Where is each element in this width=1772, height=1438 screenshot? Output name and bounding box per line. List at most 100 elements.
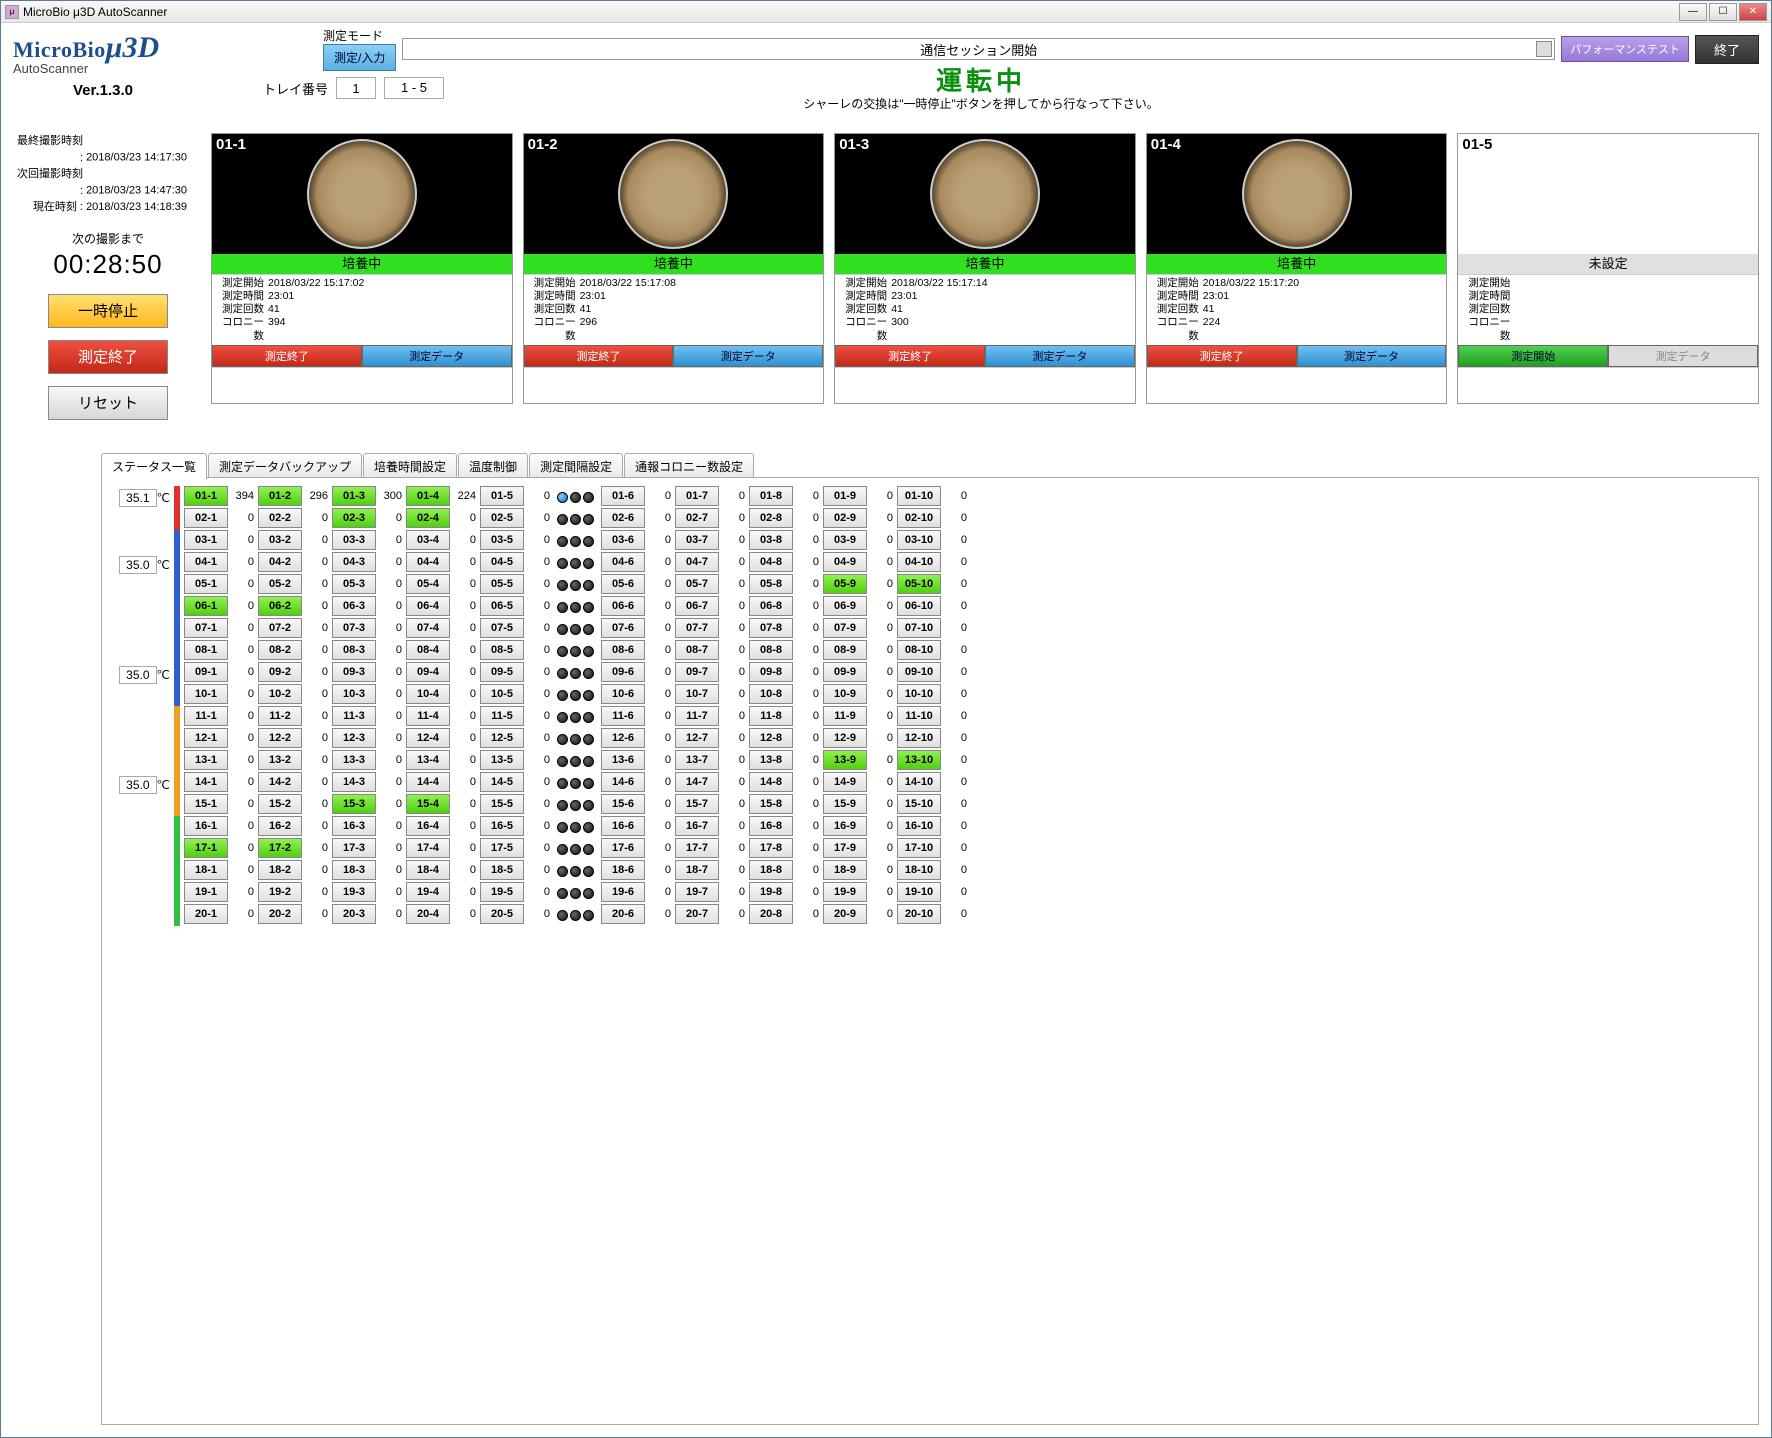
slot-label[interactable]: 07-10 (897, 618, 941, 638)
slot-label[interactable]: 08-1 (184, 640, 228, 660)
slot-label[interactable]: 09-9 (823, 662, 867, 682)
slot-label[interactable]: 05-7 (675, 574, 719, 594)
slot-label[interactable]: 10-1 (184, 684, 228, 704)
slot-label[interactable]: 04-1 (184, 552, 228, 572)
slot-label[interactable]: 10-8 (749, 684, 793, 704)
slot-label[interactable]: 09-5 (480, 662, 524, 682)
slot-label[interactable]: 04-8 (749, 552, 793, 572)
slot-label[interactable]: 20-10 (897, 904, 941, 924)
slot-label[interactable]: 07-5 (480, 618, 524, 638)
slot-label[interactable]: 08-7 (675, 640, 719, 660)
slot-label[interactable]: 02-2 (258, 508, 302, 528)
tab[interactable]: 測定データバックアップ (208, 453, 362, 479)
slot-label[interactable]: 20-1 (184, 904, 228, 924)
slot-label[interactable]: 17-5 (480, 838, 524, 858)
slot-label[interactable]: 05-9 (823, 574, 867, 594)
slot-label[interactable]: 13-10 (897, 750, 941, 770)
slot-label[interactable]: 15-8 (749, 794, 793, 814)
slot-label[interactable]: 01-7 (675, 486, 719, 506)
slot-label[interactable]: 13-1 (184, 750, 228, 770)
slot-label[interactable]: 15-3 (332, 794, 376, 814)
slot-label[interactable]: 08-5 (480, 640, 524, 660)
minimize-button[interactable]: — (1679, 3, 1707, 21)
measurement-end-button[interactable]: 測定終了 (48, 340, 168, 374)
slot-label[interactable]: 19-8 (749, 882, 793, 902)
slot-label[interactable]: 07-7 (675, 618, 719, 638)
slot-label[interactable]: 19-7 (675, 882, 719, 902)
slot-label[interactable]: 02-10 (897, 508, 941, 528)
slot-label[interactable]: 10-6 (601, 684, 645, 704)
slot-label[interactable]: 14-2 (258, 772, 302, 792)
slot-label[interactable]: 18-8 (749, 860, 793, 880)
slot-label[interactable]: 13-2 (258, 750, 302, 770)
slot-label[interactable]: 20-3 (332, 904, 376, 924)
slot-label[interactable]: 09-8 (749, 662, 793, 682)
slot-label[interactable]: 17-8 (749, 838, 793, 858)
slot-label[interactable]: 13-9 (823, 750, 867, 770)
slot-label[interactable]: 08-4 (406, 640, 450, 660)
slot-label[interactable]: 01-5 (480, 486, 524, 506)
slot-label[interactable]: 10-7 (675, 684, 719, 704)
slot-label[interactable]: 07-9 (823, 618, 867, 638)
slot-label[interactable]: 19-4 (406, 882, 450, 902)
slot-label[interactable]: 20-2 (258, 904, 302, 924)
slot-label[interactable]: 09-2 (258, 662, 302, 682)
slot-label[interactable]: 07-4 (406, 618, 450, 638)
slot-label[interactable]: 08-6 (601, 640, 645, 660)
slot-label[interactable]: 07-8 (749, 618, 793, 638)
slot-label[interactable]: 12-7 (675, 728, 719, 748)
slot-label[interactable]: 12-4 (406, 728, 450, 748)
slot-label[interactable]: 01-9 (823, 486, 867, 506)
tab[interactable]: ステータス一覧 (101, 453, 207, 479)
slot-label[interactable]: 20-5 (480, 904, 524, 924)
slot-label[interactable]: 06-4 (406, 596, 450, 616)
slot-label[interactable]: 20-4 (406, 904, 450, 924)
slot-label[interactable]: 16-10 (897, 816, 941, 836)
dish-data-button[interactable]: 測定データ (1297, 345, 1447, 367)
tab[interactable]: 通報コロニー数設定 (624, 453, 754, 479)
slot-label[interactable]: 15-4 (406, 794, 450, 814)
slot-label[interactable]: 07-6 (601, 618, 645, 638)
slot-label[interactable]: 06-3 (332, 596, 376, 616)
slot-label[interactable]: 05-4 (406, 574, 450, 594)
slot-label[interactable]: 10-4 (406, 684, 450, 704)
slot-label[interactable]: 17-6 (601, 838, 645, 858)
slot-label[interactable]: 15-2 (258, 794, 302, 814)
slot-label[interactable]: 14-8 (749, 772, 793, 792)
slot-label[interactable]: 06-5 (480, 596, 524, 616)
slot-label[interactable]: 05-1 (184, 574, 228, 594)
slot-label[interactable]: 02-7 (675, 508, 719, 528)
slot-label[interactable]: 18-2 (258, 860, 302, 880)
mode-button[interactable]: 測定/入力 (323, 44, 396, 71)
slot-label[interactable]: 16-8 (749, 816, 793, 836)
slot-label[interactable]: 20-9 (823, 904, 867, 924)
slot-label[interactable]: 18-9 (823, 860, 867, 880)
slot-label[interactable]: 08-9 (823, 640, 867, 660)
slot-label[interactable]: 12-8 (749, 728, 793, 748)
slot-label[interactable]: 09-1 (184, 662, 228, 682)
slot-label[interactable]: 14-1 (184, 772, 228, 792)
slot-label[interactable]: 05-6 (601, 574, 645, 594)
dish-data-button[interactable]: 測定データ (985, 345, 1135, 367)
slot-label[interactable]: 10-2 (258, 684, 302, 704)
slot-label[interactable]: 17-10 (897, 838, 941, 858)
slot-label[interactable]: 01-10 (897, 486, 941, 506)
slot-label[interactable]: 10-5 (480, 684, 524, 704)
dish-data-button[interactable]: 測定データ (673, 345, 823, 367)
slot-label[interactable]: 13-5 (480, 750, 524, 770)
slot-label[interactable]: 17-1 (184, 838, 228, 858)
dish-end-button[interactable]: 測定終了 (524, 345, 674, 367)
slot-label[interactable]: 17-3 (332, 838, 376, 858)
slot-label[interactable]: 11-6 (601, 706, 645, 726)
slot-label[interactable]: 06-8 (749, 596, 793, 616)
slot-label[interactable]: 08-8 (749, 640, 793, 660)
slot-label[interactable]: 13-6 (601, 750, 645, 770)
slot-label[interactable]: 02-1 (184, 508, 228, 528)
slot-label[interactable]: 17-9 (823, 838, 867, 858)
slot-label[interactable]: 18-7 (675, 860, 719, 880)
slot-label[interactable]: 03-10 (897, 530, 941, 550)
slot-label[interactable]: 05-3 (332, 574, 376, 594)
slot-label[interactable]: 14-9 (823, 772, 867, 792)
slot-label[interactable]: 02-3 (332, 508, 376, 528)
slot-label[interactable]: 06-1 (184, 596, 228, 616)
